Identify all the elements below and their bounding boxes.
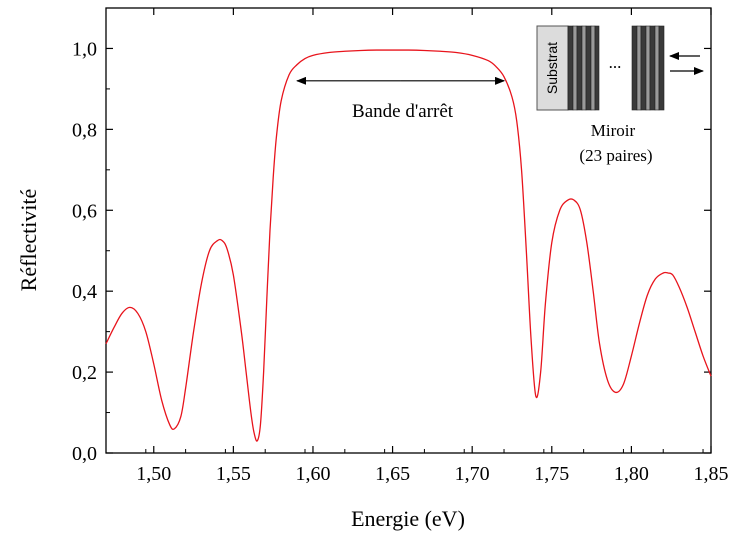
mirror-layers-left [567, 25, 600, 111]
mirror-inset-diagram: Substrat ... Miroir (23 paires) [536, 25, 704, 165]
mirror-caption-line1: Miroir [591, 121, 636, 140]
x-tick-label: 1,55 [216, 463, 251, 485]
mirror-caption-line2: (23 paires) [579, 146, 652, 165]
substrat-label: Substrat [544, 42, 560, 94]
y-tick-label: 0,2 [72, 362, 97, 384]
x-tick-label: 1,85 [694, 463, 729, 485]
plot-frame [105, 7, 712, 454]
y-tick-label: 0,8 [72, 119, 97, 141]
y-tick-label: 1,0 [72, 38, 97, 60]
x-axis-title: Energie (eV) [351, 506, 465, 531]
y-tick-label: 0,6 [72, 200, 97, 222]
stop-band-label: Bande d'arrêt [352, 101, 454, 122]
layers-ellipsis: ... [609, 53, 622, 72]
y-tick-label: 0,4 [72, 281, 97, 303]
x-tick-label: 1,60 [295, 463, 330, 485]
x-tick-label: 1,65 [375, 463, 410, 485]
y-axis-title: Réflectivité [16, 189, 41, 292]
mirror-layers-right [631, 25, 665, 111]
substrate-block [536, 25, 569, 111]
x-tick-label: 1,80 [614, 463, 649, 485]
x-tick-label: 1,50 [136, 463, 171, 485]
reflectivity-curve [105, 49, 712, 442]
x-tick-label: 1,75 [534, 463, 569, 485]
x-tick-label: 1,70 [455, 463, 490, 485]
y-tick-label: 0,0 [72, 443, 97, 465]
